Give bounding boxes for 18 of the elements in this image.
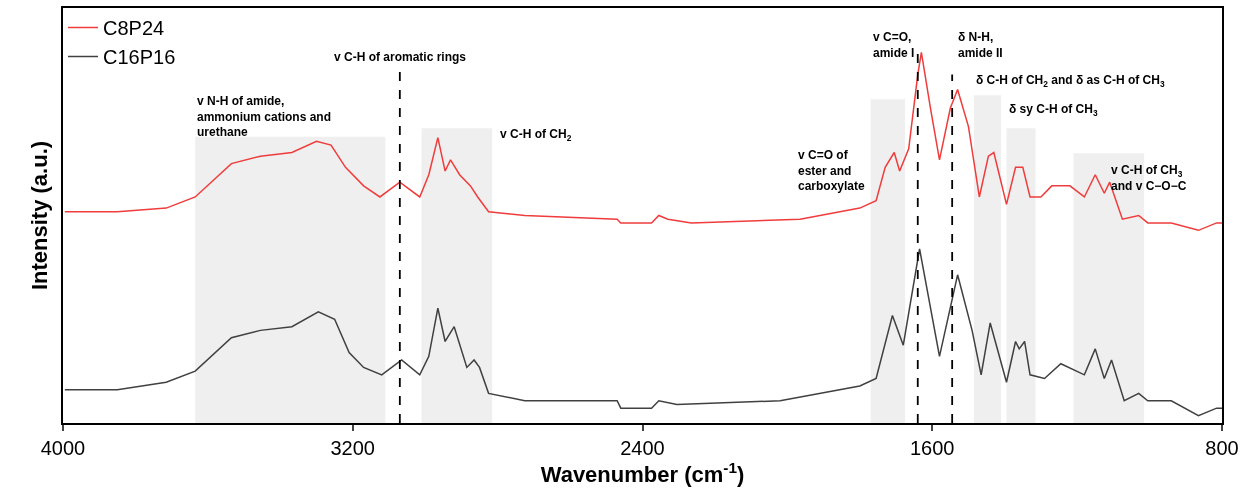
ref-line-label: v C=O, amide I [873, 30, 915, 60]
legend-label: C8P24 [103, 17, 165, 40]
y-axis-title: Intensity (a.u.) [26, 140, 52, 291]
x-tick-label: 4000 [40, 436, 86, 459]
x-tick-label: 3200 [330, 436, 375, 459]
legend-label: C16P16 [103, 46, 176, 69]
ref-line-label: v C-H of aromatic rings [334, 50, 467, 64]
band-label: v C=O of ester and carboxylate [798, 148, 866, 194]
x-tick-label: 2400 [620, 436, 665, 459]
band-label: δ C-H of CH$_{2}$ and δ as C-H of CH$_{3}$ [976, 73, 1165, 89]
ref-line-label: δ N-H, amide II [958, 30, 1003, 60]
x-tick-label: 800 [1205, 436, 1239, 459]
x-tick-label: 1600 [910, 436, 955, 459]
band-label: v N-H of amide, ammonium cations and urethane [197, 94, 332, 140]
x-axis-title: Wavenumber (cm$^{-1}$) [540, 458, 745, 487]
band-label: v C-H of CH$_{3}$ and v C−O−C [1111, 163, 1187, 193]
band-label: δ sy C-H of CH$_{3}$ [1009, 102, 1098, 118]
band-label: v C-H of CH$_{2}$ [500, 127, 572, 143]
